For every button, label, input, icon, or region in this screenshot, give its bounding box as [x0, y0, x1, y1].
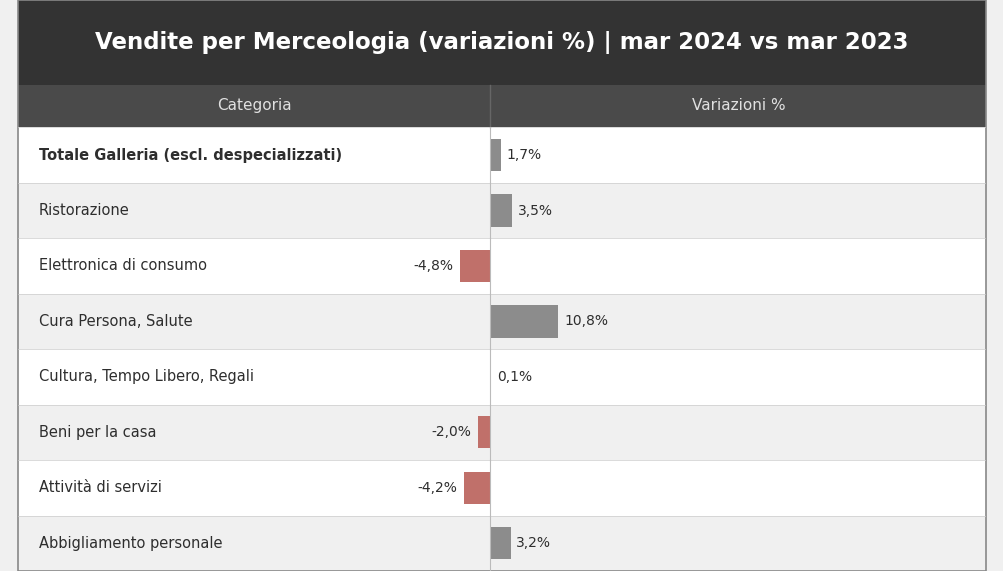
Text: Ristorazione: Ristorazione — [39, 203, 129, 218]
Text: Vendite per Merceologia (variazioni %) | mar 2024 vs mar 2023: Vendite per Merceologia (variazioni %) |… — [95, 31, 908, 54]
Text: Abbigliamento personale: Abbigliamento personale — [39, 536, 223, 551]
FancyBboxPatch shape — [489, 305, 558, 337]
FancyBboxPatch shape — [18, 516, 985, 571]
Text: -4,8%: -4,8% — [413, 259, 453, 273]
FancyBboxPatch shape — [489, 527, 510, 560]
FancyBboxPatch shape — [18, 238, 985, 293]
Text: Attività di servizi: Attività di servizi — [39, 480, 161, 495]
FancyBboxPatch shape — [18, 127, 985, 183]
FancyBboxPatch shape — [18, 460, 985, 516]
Text: -4,2%: -4,2% — [417, 481, 456, 495]
Text: 10,8%: 10,8% — [564, 315, 608, 328]
FancyBboxPatch shape — [489, 139, 500, 171]
Text: 1,7%: 1,7% — [507, 148, 542, 162]
Text: 3,2%: 3,2% — [516, 536, 551, 550]
FancyBboxPatch shape — [463, 472, 489, 504]
Text: 3,5%: 3,5% — [518, 203, 553, 218]
Text: Beni per la casa: Beni per la casa — [39, 425, 156, 440]
FancyBboxPatch shape — [18, 85, 985, 127]
Text: 0,1%: 0,1% — [496, 370, 532, 384]
FancyBboxPatch shape — [477, 416, 489, 448]
FancyBboxPatch shape — [18, 183, 985, 238]
Text: -2,0%: -2,0% — [430, 425, 470, 439]
Text: Variazioni %: Variazioni % — [691, 98, 784, 114]
Text: Cura Persona, Salute: Cura Persona, Salute — [39, 314, 193, 329]
FancyBboxPatch shape — [18, 405, 985, 460]
FancyBboxPatch shape — [18, 0, 985, 85]
Text: Categoria: Categoria — [217, 98, 291, 114]
FancyBboxPatch shape — [18, 293, 985, 349]
FancyBboxPatch shape — [18, 349, 985, 405]
FancyBboxPatch shape — [489, 195, 512, 227]
Text: Totale Galleria (escl. despecializzati): Totale Galleria (escl. despecializzati) — [39, 147, 342, 163]
Text: Elettronica di consumo: Elettronica di consumo — [39, 259, 207, 274]
FancyBboxPatch shape — [459, 250, 489, 282]
Text: Cultura, Tempo Libero, Regali: Cultura, Tempo Libero, Regali — [39, 369, 254, 384]
